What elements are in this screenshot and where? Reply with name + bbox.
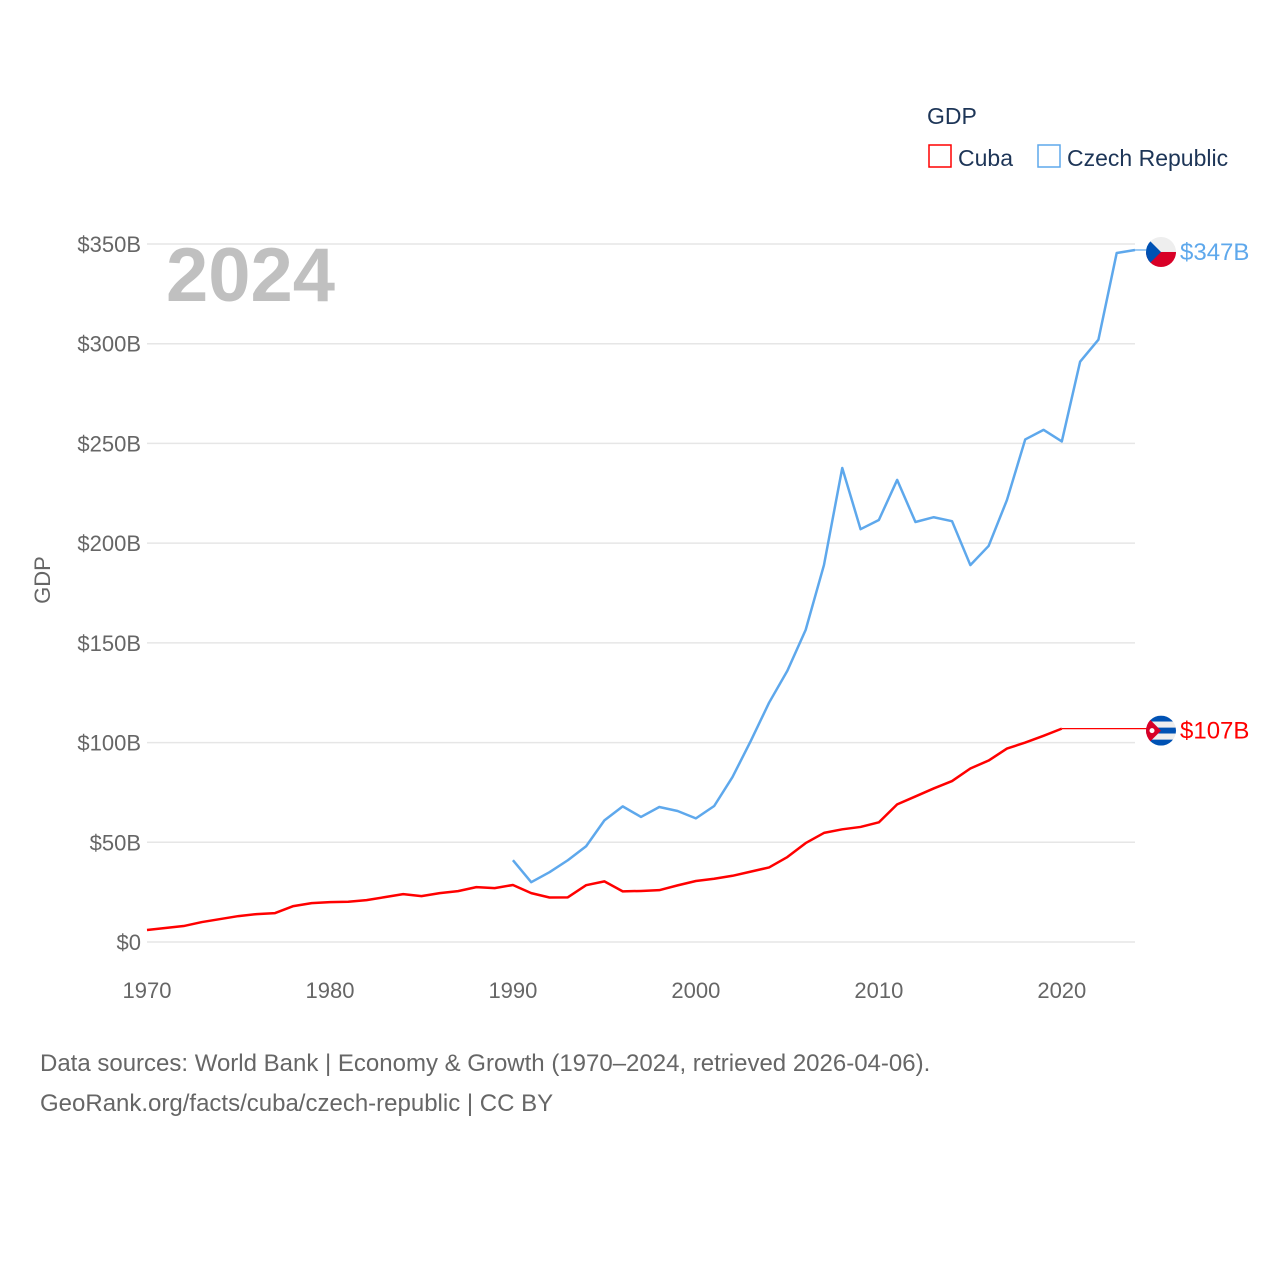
y-tick-label: $150B xyxy=(77,631,141,656)
x-tick-label: 1980 xyxy=(305,978,354,1003)
x-tick-label: 2010 xyxy=(854,978,903,1003)
data-sources-text: Data sources: World Bank | Economy & Gro… xyxy=(40,1050,931,1077)
series-lines: $107B $347B xyxy=(146,236,1249,932)
y-tick-label: $50B xyxy=(90,830,141,855)
source-link[interactable]: GeoRank.org/facts/cuba/czech-republic | … xyxy=(40,1090,554,1117)
year-label: 2024 xyxy=(166,233,335,318)
gridlines xyxy=(147,243,1135,943)
cuba-flag-icon xyxy=(1146,715,1176,746)
czech-flag-icon xyxy=(1146,236,1176,267)
legend-title: GDP xyxy=(927,103,977,129)
series-line-czech-republic[interactable] xyxy=(511,248,1136,884)
y-axis-label: GDP xyxy=(30,556,55,604)
y-tick-label: $300B xyxy=(77,332,141,357)
footer: Data sources: World Bank | Economy & Gro… xyxy=(40,1044,930,1124)
y-tick-label: $350B xyxy=(77,232,141,257)
series-line-cuba[interactable] xyxy=(146,727,1063,932)
x-tick-label: 2000 xyxy=(671,978,720,1003)
legend: GDP Cuba Czech Republic xyxy=(927,103,1228,171)
x-tick-label: 1990 xyxy=(488,978,537,1003)
y-tick-label: $200B xyxy=(77,531,141,556)
y-tick-label: $250B xyxy=(77,431,141,456)
legend-label-czech-republic[interactable]: Czech Republic xyxy=(1067,145,1228,171)
y-axis-ticks: $0 $50B $100B $150B $200B $250B $300B $350B xyxy=(77,232,141,955)
gdp-line-chart: $0 $50B $100B $150B $200B $250B $300B $350B 197… xyxy=(30,103,1249,1003)
x-axis-ticks: 1970 1980 1990 2000 2010 2020 xyxy=(123,978,1087,1003)
x-tick-label: 2020 xyxy=(1037,978,1086,1003)
y-tick-label: $100B xyxy=(77,731,141,756)
end-label-czech-republic: $347B xyxy=(1180,239,1249,266)
legend-label-cuba[interactable]: Cuba xyxy=(958,145,1013,171)
legend-swatch-cuba[interactable] xyxy=(928,144,952,168)
y-tick-label: $0 xyxy=(117,930,141,955)
x-tick-label: 1970 xyxy=(123,978,172,1003)
legend-swatch-czech-republic[interactable] xyxy=(1037,144,1061,168)
end-label-cuba: $107B xyxy=(1180,718,1249,745)
